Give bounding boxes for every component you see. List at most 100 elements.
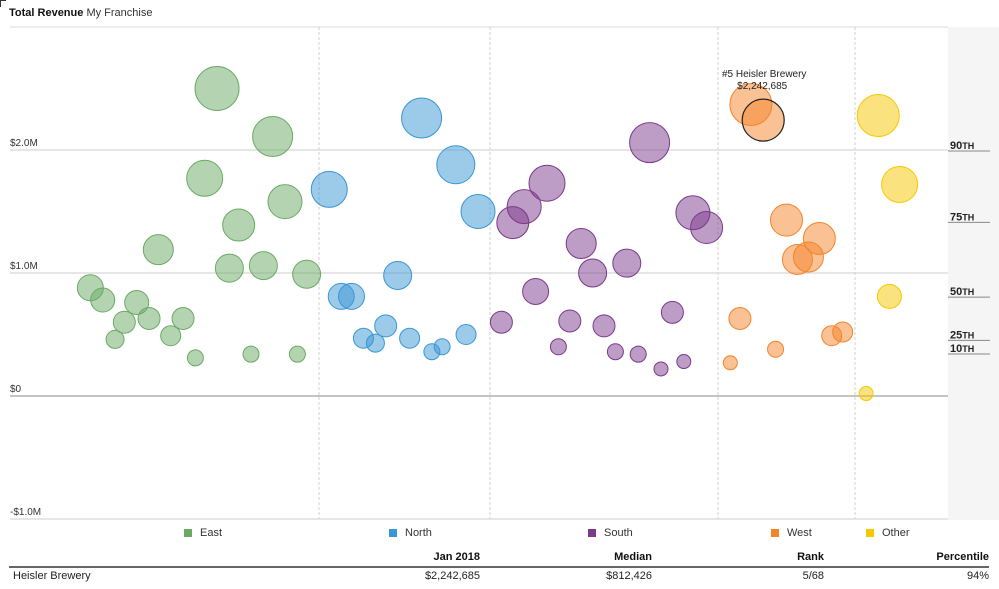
bubble <box>690 210 724 244</box>
annotation-value: $2,242,685 <box>737 81 787 92</box>
bubble <box>383 260 413 290</box>
bubble <box>401 97 443 139</box>
bubble <box>592 314 616 338</box>
rank-value: 5/68 <box>802 570 824 582</box>
bubble <box>436 145 476 185</box>
y-tick-label: -$1.0M <box>10 507 41 518</box>
legend-item-east[interactable]: East <box>184 527 222 539</box>
percentile-label: 50TH <box>950 286 974 298</box>
bubble <box>496 206 530 240</box>
bubble <box>858 386 874 402</box>
bubble <box>856 94 900 138</box>
legend-item-west[interactable]: West <box>771 527 812 539</box>
legend-label: Other <box>882 527 910 539</box>
bubble <box>606 343 624 361</box>
bubble <box>171 307 195 331</box>
bubble <box>242 345 260 363</box>
percentile-markers: 90TH 75TH 50TH 25TH 10TH <box>948 140 990 355</box>
series-south <box>489 122 724 377</box>
legend-swatch-other <box>866 529 874 537</box>
text-cursor-icon <box>0 0 6 7</box>
legend-swatch-north <box>389 529 397 537</box>
bubble <box>186 349 204 367</box>
bubble <box>288 345 306 363</box>
bubble <box>337 282 365 310</box>
median-value: $812,426 <box>606 570 652 582</box>
bubble <box>142 234 174 266</box>
bubble <box>522 277 550 305</box>
franchise-name: Heisler Brewery <box>13 570 91 582</box>
percentile-label: 90TH <box>950 140 974 152</box>
bubble <box>455 324 477 345</box>
series-east <box>76 66 322 367</box>
highlight-annotation: #5 Heisler Brewery$2,242,685 <box>722 69 806 92</box>
bubble <box>399 327 421 349</box>
bubble <box>881 165 919 203</box>
legend-label: East <box>200 527 223 539</box>
chart-title-metric: Total Revenue <box>9 7 84 19</box>
bubble <box>676 354 692 370</box>
bubble <box>112 310 136 334</box>
legend: East North South West Other <box>0 527 999 541</box>
y-axis-labels: $2.0M $1.0M $0 -$1.0M <box>10 138 41 518</box>
bubble <box>124 290 150 316</box>
bubble <box>433 338 451 356</box>
bubble <box>528 164 566 202</box>
bubble <box>629 345 647 363</box>
legend-item-south[interactable]: South <box>588 527 633 539</box>
table-row: Heisler Brewery $2,242,685 $812,426 5/68… <box>9 568 989 586</box>
bubble <box>252 115 294 157</box>
bubble <box>832 321 854 343</box>
bubble <box>770 203 803 237</box>
percentile-label: 25TH <box>950 329 974 341</box>
bubble <box>214 253 244 283</box>
legend-swatch-south <box>588 529 596 537</box>
summary-header-row: Jan 2018 Median Rank Percentile <box>9 549 989 568</box>
period-value: $2,242,685 <box>424 570 480 582</box>
chart-title: Total Revenue My Franchise <box>9 7 152 19</box>
bubble <box>558 309 582 333</box>
bubble <box>160 325 182 347</box>
series-north <box>310 97 496 361</box>
bubble <box>565 227 597 259</box>
bubble-chart: $2.0M$1.0M$0-$1.0M 90TH75TH50TH25TH10TH … <box>10 26 990 520</box>
y-tick-label: $1.0M <box>10 261 38 272</box>
summary-table: Jan 2018 Median Rank Percentile Heisler … <box>9 549 989 586</box>
legend-item-north[interactable]: North <box>389 527 432 539</box>
bubble <box>137 307 161 331</box>
header-period: Jan 2018 <box>433 551 480 563</box>
bubble <box>365 333 385 353</box>
percentile-label: 10TH <box>950 343 974 355</box>
bubble <box>310 170 348 208</box>
bubbles <box>76 66 919 402</box>
bubble <box>222 208 256 242</box>
percentile-value: 94% <box>966 570 989 582</box>
bubble <box>267 184 303 220</box>
percentile-label: 75TH <box>950 211 974 223</box>
bubble <box>722 355 738 371</box>
header-rank: Rank <box>797 551 824 563</box>
bubble <box>629 122 671 164</box>
annotation-name: #5 Heisler Brewery <box>722 69 806 80</box>
bubble <box>374 314 398 338</box>
legend-label: North <box>405 527 432 539</box>
bubble <box>728 307 752 331</box>
legend-swatch-west <box>771 529 779 537</box>
bubble <box>489 310 513 334</box>
header-median: Median <box>614 551 652 563</box>
bubble <box>653 361 669 377</box>
bubble <box>792 241 824 273</box>
bubble <box>105 329 125 349</box>
legend-item-other[interactable]: Other <box>866 527 910 539</box>
bubble <box>186 159 224 197</box>
legend-label: West <box>787 527 812 539</box>
header-percentile: Percentile <box>936 551 989 563</box>
bubble <box>767 340 785 358</box>
bubble <box>876 283 902 309</box>
bubble <box>660 300 684 324</box>
y-tick-label: $0 <box>10 384 22 395</box>
legend-label: South <box>604 527 633 539</box>
bubble <box>549 338 567 356</box>
bubble <box>90 287 116 313</box>
y-tick-label: $2.0M <box>10 138 38 149</box>
